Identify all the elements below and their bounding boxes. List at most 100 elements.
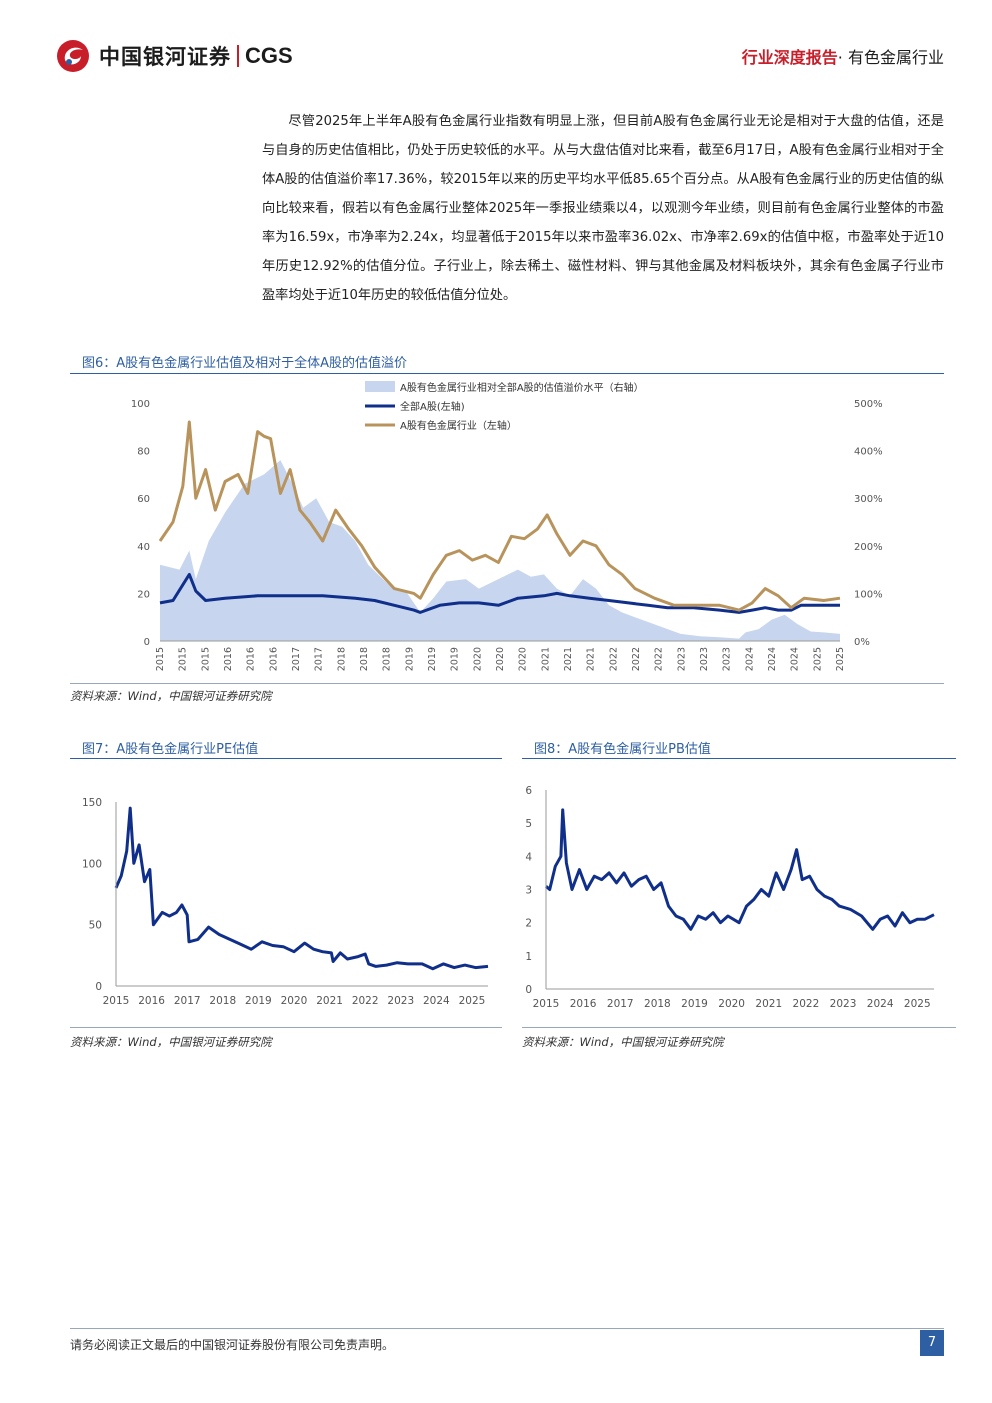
fig8-y-tick-label: 2 [525,918,532,930]
fig7-y-tick-label: 50 [89,920,102,932]
fig8-y-tick-label: 0 [525,984,532,996]
fig7-source: 资料来源：Wind，中国银河证券研究院 [70,1035,272,1049]
footer-rule [70,1328,944,1329]
fig8-x-tick-label: 2015 [533,998,560,1010]
fig6-legend-swatch [365,381,395,392]
fig6-x-tick-label: 2024 [767,647,778,671]
fig6-x-tick-label: 2025 [812,647,823,671]
fig6-x-tick-label: 2018 [382,647,393,671]
fig6-x-tick-label: 2019 [404,647,415,671]
fig7-bottom-rule [70,1027,502,1028]
report-industry: 有色金属行业 [847,48,944,67]
fig6-x-tick-label: 2021 [563,647,574,671]
fig6-source: 资料来源：Wind，中国银河证券研究院 [70,689,272,703]
fig6-legend-label: A股有色金属行业（左轴） [400,419,517,432]
fig6-legend-label: 全部A股(左轴) [400,400,465,413]
fig6-left-tick-label: 20 [137,589,150,600]
fig8-x-tick-label: 2022 [793,998,820,1010]
fig6-right-tick-label: 200% [854,542,883,553]
fig7-x-tick-label: 2020 [281,995,308,1007]
fig8-y-tick-label: 6 [525,785,532,797]
fig7-y-tick-label: 100 [82,858,102,870]
fig6-x-tick-label: 2025 [835,647,846,671]
fig6-x-tick-label: 2018 [336,647,347,671]
fig6-x-tick-label: 2015 [155,647,166,671]
fig8-x-tick-label: 2024 [867,998,894,1010]
fig7-top-rule [70,758,502,759]
fig7-x-tick-label: 2024 [423,995,450,1007]
fig8-source: 资料来源：Wind，中国银河证券研究院 [522,1035,724,1049]
fig8-y-tick-label: 5 [525,818,532,830]
fig6-left-tick-label: 60 [137,494,150,505]
fig7-x-tick-label: 2017 [174,995,201,1007]
fig7-x-tick-label: 2016 [138,995,165,1007]
fig6-title: 图6：A股有色金属行业估值及相对于全体A股的估值溢价 [82,356,408,371]
fig6-x-tick-label: 2022 [631,647,642,671]
fig6-x-tick-label: 2016 [223,647,234,671]
fig6-x-tick-label: 2023 [699,647,710,671]
fig6-x-tick-label: 2022 [608,647,619,671]
fig6-x-tick-label: 2021 [586,647,597,671]
fig7-y-tick-label: 0 [95,981,102,993]
brand-name-cn: 中国银河证券 [99,45,231,69]
fig8-x-tick-label: 2020 [718,998,745,1010]
fig6-x-tick-label: 2023 [676,647,687,671]
page-header: 中国银河证券 CGS 行业深度报告· 有色金属行业 [0,0,992,80]
fig6-right-tick-label: 100% [854,589,883,600]
fig7-x-tick-label: 2023 [387,995,414,1007]
fig8-bottom-rule [522,1027,956,1028]
report-separator: · [837,48,843,67]
fig6-legend-label: A股有色金属行业相对全部A股的估值溢价水平（右轴） [400,381,644,394]
fig7-series-line [114,806,489,971]
fig6-x-tick-label: 2020 [518,647,529,671]
fig6-x-tick-label: 2024 [790,647,801,671]
page-number: 7 [920,1330,944,1356]
fig6-right-tick-label: 400% [854,447,883,458]
fig6-top-rule [70,373,944,374]
fig6-x-tick-label: 2021 [540,647,551,671]
fig7-y-tick-label: 150 [82,797,102,809]
fig6-right-tick-label: 0% [854,637,870,648]
fig6-x-tick-label: 2016 [268,647,279,671]
fig8-y-tick-label: 3 [525,885,532,897]
brand-logo: 中国银河证券 CGS [55,38,293,74]
fig6-x-tick-label: 2016 [246,647,257,671]
fig6-x-tick-label: 2015 [200,647,211,671]
fig6-x-tick-label: 2020 [472,647,483,671]
fig6-bottom-rule [70,683,944,684]
report-title: 行业深度报告· 有色金属行业 [742,44,944,68]
fig6-x-tick-label: 2024 [744,647,755,671]
fig7-x-tick-label: 2025 [459,995,486,1007]
fig6-right-tick-label: 500% [854,399,883,410]
fig8-x-tick-label: 2025 [904,998,931,1010]
fig6-left-tick-label: 0 [144,637,150,648]
fig6-x-tick-label: 2017 [291,647,302,671]
fig7-x-tick-label: 2021 [316,995,343,1007]
fig7-x-tick-label: 2015 [103,995,130,1007]
cgs-logo-icon [57,40,89,72]
body-paragraph: 尽管2025年上半年A股有色金属行业指数有明显上涨，但目前A股有色金属行业无论是… [262,114,944,303]
fig6-left-tick-label: 40 [137,542,150,553]
fig6-chart: 100 80 60 40 20 0 500% 400% 300% 200% 100% 0% 2015 20… [131,381,883,671]
fig6-series-all-a-line [159,572,840,614]
fig7-title: 图7：A股有色金属行业PE估值 [82,742,259,757]
footer-disclaimer: 请务必阅读正文最后的中国银河证券股份有限公司免责声明。 [70,1338,395,1352]
fig8-x-tick-label: 2023 [830,998,857,1010]
fig6-x-tick-label: 2017 [314,647,325,671]
fig8-x-tick-label: 2018 [644,998,671,1010]
fig6-x-tick-label: 2019 [427,647,438,671]
brand-name-en: CGS [245,43,293,68]
fig8-x-tick-label: 2016 [570,998,597,1010]
fig6-x-tick-label: 2019 [450,647,461,671]
fig8-x-tick-label: 2017 [607,998,634,1010]
fig8-y-tick-label: 4 [525,851,532,863]
report-kind: 行业深度报告 [741,48,838,67]
fig8-top-rule [522,758,956,759]
fig7-x-tick-label: 2018 [209,995,236,1007]
fig6-series-metals-line [158,420,841,612]
fig6-x-tick-label: 2015 [178,647,189,671]
brand-separator [237,45,239,67]
fig7-x-tick-label: 2019 [245,995,272,1007]
